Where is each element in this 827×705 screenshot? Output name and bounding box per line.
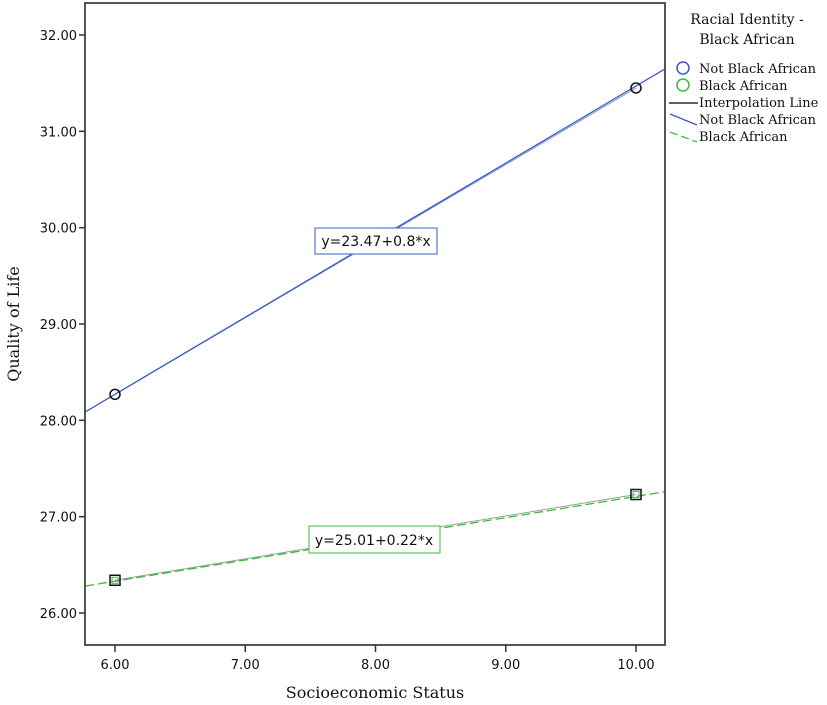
legend-entry-label: Not Black African [699,62,817,77]
data-point-circle [630,82,642,94]
x-tick-label: 10.00 [617,658,654,673]
y-tick-label: 32.00 [40,29,77,44]
equation-label-black-african: y=25.01+0.22*x [308,525,441,554]
x-axis-title: Socioeconomic Status [286,683,465,702]
x-tick-label: 6.00 [101,658,130,673]
x-tick-label: 9.00 [491,658,520,673]
y-tick-label: 28.00 [40,414,77,429]
legend: Racial Identity - Black African Not Blac… [669,12,819,145]
data-point-circle [109,388,121,401]
legend-entry-label: Black African [699,79,788,94]
legend-title-line1: Racial Identity - [690,12,804,28]
x-tick-label: 8.00 [361,658,390,673]
y-tick-label: 30.00 [40,222,77,237]
legend-line-blue-icon [669,113,698,126]
y-tick-label: 31.00 [40,125,77,140]
equation-text: y=23.47+0.8*x [321,234,430,250]
equation-label-not-black-african: y=23.47+0.8*x [314,227,438,255]
data-point-square [630,488,642,501]
legend-marker-circle-icon [676,61,690,75]
legend-title-line2: Black African [699,32,794,48]
data-point-square [109,574,121,586]
x-axis: 6.00 7.00 8.00 9.00 10.00 [101,645,655,673]
y-tick-label: 26.00 [40,607,77,622]
equation-text: y=25.01+0.22*x [315,533,433,549]
y-tick-label: 27.00 [40,511,77,526]
x-tick-label: 7.00 [231,658,260,673]
data-point-square-inner [111,576,119,584]
y-axis-title: Quality of Life [4,266,23,382]
y-tick-label: 29.00 [40,318,77,333]
y-axis: 26.00 27.00 28.00 29.00 30.00 31.00 32.00 [40,29,85,622]
legend-entry-label: Not Black African [699,113,817,128]
legend-marker-circle-icon [676,78,690,92]
data-point-square-inner [632,491,640,499]
legend-entry-label: Black African [699,130,788,145]
legend-line-dashed-icon [669,131,698,143]
legend-entry-label: Interpolation Line [699,96,819,111]
